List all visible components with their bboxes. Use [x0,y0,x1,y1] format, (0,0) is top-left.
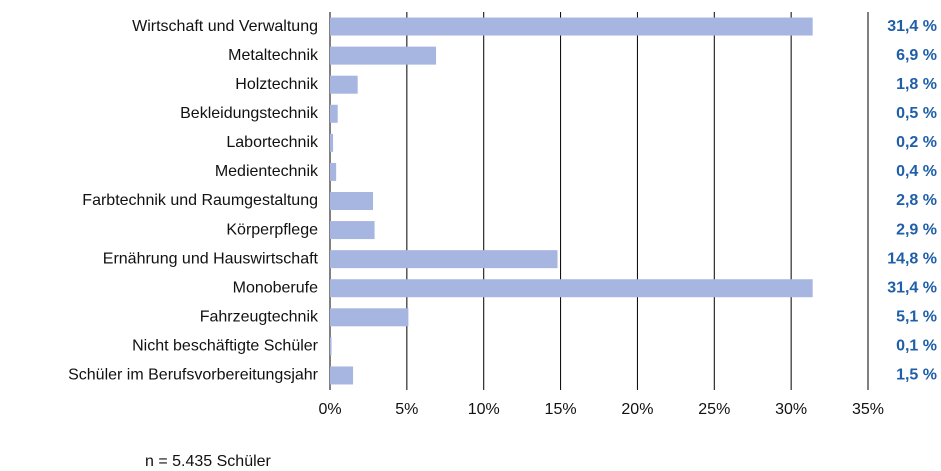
y-tick-label: Ernährung und Hauswirtschaft [103,250,319,267]
bar [330,133,334,152]
bar [330,162,337,181]
x-tick-label: 35% [852,401,884,418]
value-label: 2,8 % [896,192,937,209]
bar [330,17,813,36]
bar [330,75,358,94]
y-tick-label: Bekleidungstechnik [180,105,319,122]
value-label: 5,1 % [896,309,937,326]
bar [330,337,332,356]
value-label: 2,9 % [896,221,937,238]
value-label: 14,8 % [887,250,937,267]
y-tick-label: Körperpflege [226,221,318,238]
value-label: 0,4 % [896,163,937,180]
value-label: 0,5 % [896,105,937,122]
value-label: 1,5 % [896,367,937,384]
y-tick-label: Holztechnik [235,76,319,93]
note: n = 5.435 Schüler [145,453,272,470]
x-tick-label: 0% [318,401,341,418]
value-label: 31,4 % [887,18,937,35]
value-label: 0,1 % [896,338,937,355]
bar [330,308,409,327]
value-label: 6,9 % [896,47,937,64]
y-tick-label: Fahrzeugtechnik [200,309,319,326]
x-tick-label: 25% [698,401,730,418]
bar [330,104,338,123]
y-tick-label: Schüler im Berufsvorbereitungsjahr [68,367,319,384]
bar [330,279,813,298]
bar [330,250,558,269]
value-label: 31,4 % [887,279,937,296]
value-label: 1,8 % [896,76,937,93]
y-tick-label: Nicht beschäftigte Schüler [132,338,319,355]
y-tick-label: Metaltechnik [228,47,319,64]
y-tick-label: Labortechnik [226,134,319,151]
x-tick-label: 10% [468,401,500,418]
bar [330,46,437,65]
y-tick-label: Wirtschaft und Verwaltung [132,18,318,35]
value-label: 0,2 % [896,134,937,151]
x-tick-label: 5% [395,401,418,418]
x-tick-label: 20% [621,401,653,418]
bar [330,366,354,385]
y-tick-label: Farbtechnik und Raumgestaltung [82,192,318,209]
bar [330,221,375,240]
x-tick-label: 30% [775,401,807,418]
y-tick-label: Medientechnik [215,163,319,180]
x-tick-label: 15% [545,401,577,418]
bar [330,192,374,210]
y-tick-label: Monoberufe [233,279,318,296]
